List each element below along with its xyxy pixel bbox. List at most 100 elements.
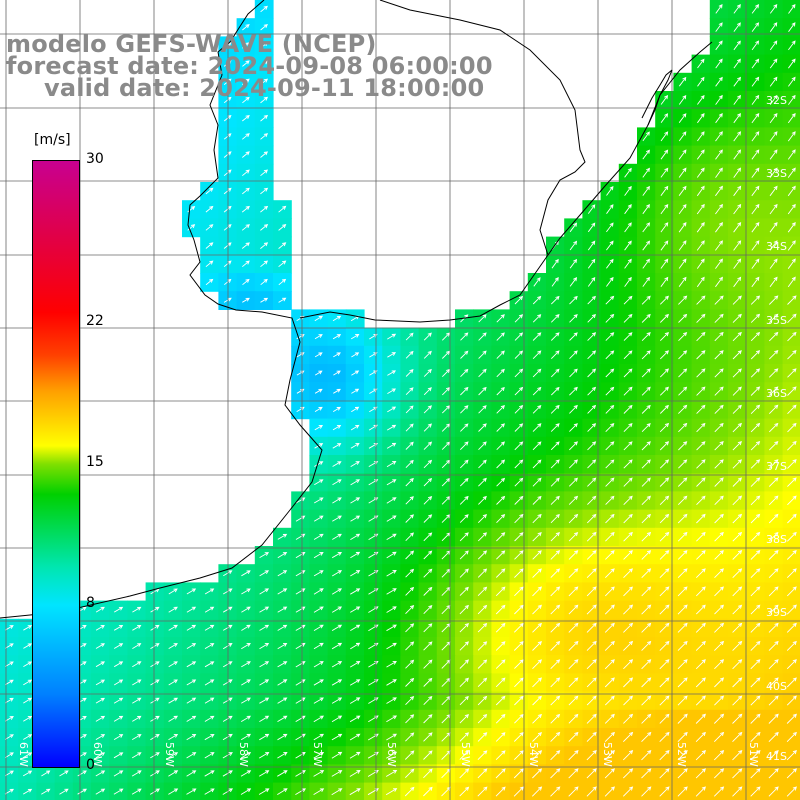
- wind-arrow: [750, 768, 761, 779]
- wind-arrow: [750, 731, 761, 743]
- wind-arrow: [186, 643, 197, 649]
- wind-arrow: [732, 550, 743, 560]
- wind-arrow: [423, 677, 433, 687]
- wind-arrow: [768, 695, 779, 706]
- wind-arrow: [568, 750, 579, 761]
- wind-arrow: [696, 531, 706, 542]
- wind-arrow: [606, 276, 614, 287]
- wind-arrow: [423, 550, 433, 560]
- wind-arrow: [386, 733, 398, 741]
- wind-arrow: [677, 513, 688, 524]
- wind-arrow: [495, 695, 506, 706]
- wind-arrow: [624, 204, 632, 215]
- wind-arrow: [205, 205, 214, 213]
- wind-arrow: [750, 604, 761, 615]
- wind-arrow: [750, 622, 761, 633]
- longitude-label: 56W: [385, 742, 398, 767]
- wind-arrow: [313, 497, 324, 504]
- wind-arrow: [695, 622, 706, 633]
- wind-arrow: [586, 677, 597, 688]
- wind-arrow: [732, 786, 743, 797]
- wind-arrow: [277, 624, 288, 631]
- wind-arrow: [733, 4, 741, 14]
- wind-arrow: [586, 640, 597, 651]
- wind-arrow: [750, 422, 761, 433]
- wind-arrow: [95, 679, 106, 686]
- wind-arrow: [787, 149, 796, 160]
- wind-arrow: [642, 222, 651, 233]
- wind-arrow: [787, 459, 797, 469]
- wind-arrow: [660, 258, 669, 269]
- wind-arrow: [751, 4, 760, 14]
- wind-arrow: [95, 770, 106, 777]
- wind-arrow: [623, 568, 633, 579]
- wind-arrow: [787, 513, 797, 524]
- wind-arrow: [313, 661, 324, 668]
- wind-arrow: [733, 185, 742, 197]
- wind-arrow: [258, 752, 270, 759]
- wind-arrow: [768, 586, 779, 597]
- wind-arrow: [641, 713, 652, 724]
- wind-arrow: [732, 640, 743, 651]
- wind-arrow: [696, 313, 706, 323]
- wind-arrow: [587, 350, 597, 360]
- wind-arrow: [496, 423, 505, 432]
- wind-arrow: [768, 786, 779, 797]
- wind-arrow: [242, 23, 250, 31]
- wind-arrow: [23, 643, 33, 649]
- wind-arrow: [477, 677, 488, 688]
- wind-arrow: [732, 713, 743, 724]
- wind-arrow: [423, 423, 432, 432]
- wind-arrow: [787, 222, 796, 233]
- wind-arrow: [350, 624, 361, 631]
- wind-arrow: [514, 295, 524, 305]
- wind-arrow: [622, 731, 634, 743]
- wind-arrow: [732, 459, 742, 469]
- wind-arrow: [277, 588, 288, 595]
- wind-arrow: [586, 513, 597, 524]
- wind-arrow: [696, 240, 705, 251]
- wind-arrow: [186, 588, 197, 595]
- wind-arrow: [550, 477, 560, 487]
- wind-arrow: [787, 404, 797, 415]
- wind-arrow: [732, 677, 743, 688]
- wind-arrow: [750, 659, 761, 670]
- wind-arrow: [259, 643, 270, 650]
- wind-arrow: [295, 733, 306, 741]
- wind-arrow: [314, 388, 323, 394]
- wind-arrow: [404, 750, 415, 760]
- wind-arrow: [659, 295, 669, 305]
- wind-arrow: [532, 568, 542, 578]
- wind-arrow: [514, 332, 524, 341]
- longitude-label: 55W: [459, 742, 472, 767]
- wind-arrow: [222, 715, 233, 722]
- wind-arrow: [714, 550, 724, 560]
- wind-arrow: [423, 768, 433, 779]
- wind-arrow: [550, 404, 560, 414]
- wind-arrow: [569, 332, 578, 341]
- wind-arrow: [751, 167, 760, 178]
- wind-arrow: [313, 606, 324, 613]
- wind-arrow: [678, 240, 687, 251]
- wind-arrow: [150, 661, 160, 668]
- wind-arrow: [423, 641, 433, 651]
- wind-arrow: [405, 641, 415, 651]
- wind-arrow: [240, 715, 252, 722]
- wind-arrow: [477, 532, 487, 542]
- wind-arrow: [350, 424, 360, 431]
- colorbar: [32, 160, 80, 768]
- wind-arrow: [423, 350, 432, 359]
- wind-arrow: [41, 788, 51, 795]
- wind-arrow: [405, 605, 415, 615]
- wind-arrow: [241, 242, 250, 249]
- wind-arrow: [405, 332, 414, 341]
- wind-arrow: [186, 697, 197, 704]
- wind-arrow: [204, 606, 215, 613]
- wind-arrow: [241, 697, 251, 704]
- wind-arrow: [733, 113, 741, 124]
- wind-arrow: [113, 661, 124, 668]
- wind-arrow: [659, 768, 670, 779]
- wind-arrow: [295, 661, 306, 668]
- wind-arrow: [278, 278, 287, 286]
